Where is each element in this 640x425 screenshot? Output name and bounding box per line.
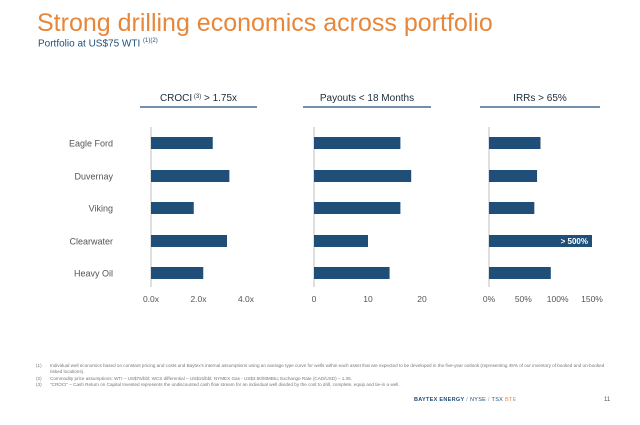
panel-title-text: CROCI xyxy=(160,93,192,104)
footnote-number: (2) xyxy=(36,375,42,381)
footnote-text: Commodity price assumptions: WTI – US$75… xyxy=(50,375,352,381)
page-title: Strong drilling economics across portfol… xyxy=(37,9,493,37)
exchange-nyse: NYSE xyxy=(469,397,487,403)
bar xyxy=(151,267,204,279)
panel-title-suffix: > 1.75x xyxy=(201,93,237,104)
x-tick-label: 150% xyxy=(581,294,603,304)
bar xyxy=(151,137,213,149)
page-number: 11 xyxy=(604,397,611,403)
subtitle-text: Portfolio at US$75 WTI xyxy=(38,38,141,50)
panel-title-footnote-ref: (3) xyxy=(192,94,201,100)
category-label: Eagle Ford xyxy=(69,139,113,149)
panel-title: IRRs > 65% xyxy=(513,93,567,104)
category-label: Heavy Oil xyxy=(74,269,113,279)
footnote-2: (2) Commodity price assumptions: WTI – US… xyxy=(36,376,612,382)
panel-title-text: Payouts < 18 Months xyxy=(320,93,414,104)
ticker-symbol: BTE xyxy=(504,397,517,403)
category-label: Clearwater xyxy=(69,237,113,247)
brand-separator: / xyxy=(486,397,492,403)
bar-charts: Eagle Ford Duvernay Viking Clearwater Heavy … xyxy=(69,93,603,304)
bar xyxy=(314,170,412,182)
company-name: BAYTEX ENERGY xyxy=(414,397,465,403)
footnote-number: (1) xyxy=(36,363,42,368)
x-tick-label: 20 xyxy=(417,294,427,304)
exchange-tsx: TSX xyxy=(491,397,504,403)
category-label: Duvernay xyxy=(74,172,113,182)
bar xyxy=(314,235,368,247)
bar xyxy=(151,235,227,247)
page-subtitle: Portfolio at US$75 WTI (1)(2) xyxy=(38,38,158,49)
data-label: > 500% xyxy=(561,237,588,246)
bar xyxy=(314,267,390,279)
bar xyxy=(489,235,592,247)
brand-separator: / xyxy=(464,397,470,403)
panel-title-text: IRRs > 65% xyxy=(513,93,567,104)
bar xyxy=(489,267,551,279)
footnote-text: "CROCI" – Cash Return on Capital Investe… xyxy=(50,382,400,388)
x-tick-label: 50% xyxy=(515,294,532,304)
bar xyxy=(489,137,541,149)
footnotes: (1) Individual well economics based on co… xyxy=(36,363,612,389)
x-tick-label: 4.0x xyxy=(238,294,255,304)
bar xyxy=(314,202,401,214)
subtitle-footnote-ref: (1)(2) xyxy=(143,38,158,44)
x-tick-label: 2.0x xyxy=(190,294,207,304)
bar xyxy=(151,202,194,214)
x-tick-label: 0 xyxy=(312,294,317,304)
brand-footer: BAYTEX ENERGY / NYSE / TSX BTE xyxy=(414,397,517,403)
footnote-text: Individual well economics based on const… xyxy=(50,363,605,375)
category-label: Viking xyxy=(89,204,113,214)
panel-title: CROCI (3) > 1.75x xyxy=(160,93,237,104)
x-tick-label: 0% xyxy=(483,294,496,304)
footnote-1: (1) Individual well economics based on co… xyxy=(36,363,612,376)
footnote-number: (3) xyxy=(36,382,42,388)
x-tick-label: 100% xyxy=(547,294,569,304)
bar xyxy=(489,202,535,214)
bar xyxy=(489,170,538,182)
x-tick-label: 0.0x xyxy=(143,294,160,304)
bar xyxy=(151,170,230,182)
x-tick-label: 10 xyxy=(363,294,373,304)
bar xyxy=(314,137,401,149)
footnote-3: (3) "CROCI" – Cash Return on Capital Inve… xyxy=(36,382,612,388)
panel-title: Payouts < 18 Months xyxy=(320,93,414,104)
